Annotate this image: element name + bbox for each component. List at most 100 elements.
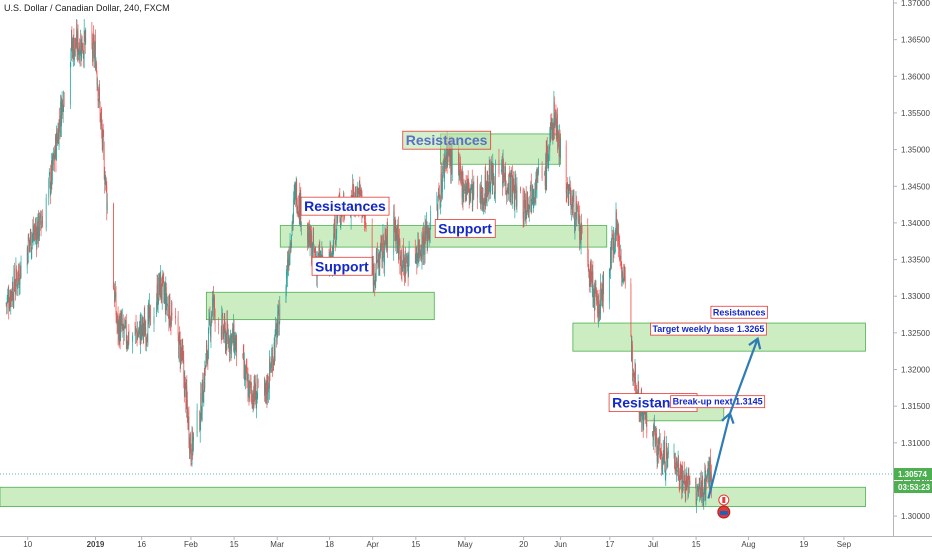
x-tick-label: 15: [692, 540, 701, 549]
candle: [265, 381, 267, 394]
candle: [665, 446, 667, 469]
candle: [83, 51, 85, 60]
candle: [572, 199, 574, 207]
candle: [60, 101, 61, 127]
candle: [12, 287, 14, 300]
candle: [534, 197, 535, 200]
candle: [683, 472, 685, 482]
candle: [425, 226, 426, 240]
x-tick-label: 19: [799, 540, 808, 549]
candle: [161, 275, 163, 300]
candle: [404, 263, 405, 277]
us-flag-mark: [719, 510, 728, 515]
x-tick-label: Jun: [554, 540, 567, 549]
candle: [136, 333, 138, 343]
candle: [565, 144, 567, 193]
candle: [286, 273, 288, 274]
candle: [264, 380, 265, 393]
candle: [182, 347, 184, 356]
candle: [158, 280, 160, 292]
candle: [250, 383, 252, 391]
candle: [681, 470, 683, 493]
candle: [371, 227, 373, 264]
candle: [8, 308, 10, 310]
candle: [20, 267, 21, 280]
candle: [126, 343, 128, 345]
candle: [592, 272, 593, 290]
candle: [268, 387, 269, 392]
candle: [488, 168, 490, 186]
candle: [205, 356, 207, 369]
candle: [508, 172, 510, 177]
candle: [27, 235, 29, 264]
candle: [204, 364, 206, 389]
candle: [465, 180, 466, 192]
candle: [184, 377, 186, 383]
candle: [630, 283, 632, 336]
candle: [114, 287, 115, 303]
candle: [164, 291, 166, 312]
candle: [602, 284, 604, 297]
candle: [619, 246, 620, 260]
candle: [268, 387, 270, 390]
candle: [615, 230, 616, 246]
candle: [245, 371, 246, 380]
candle: [705, 476, 707, 499]
candle: [538, 166, 539, 173]
candle: [710, 456, 711, 482]
candle: [39, 216, 40, 237]
candle: [156, 285, 158, 301]
candle: [275, 322, 277, 327]
candle: [93, 34, 94, 42]
candle: [30, 229, 32, 252]
y-tick-label: 1.36000: [901, 72, 930, 81]
candle: [576, 201, 577, 220]
candle: [11, 285, 13, 300]
candle: [80, 42, 82, 57]
candle: [620, 254, 622, 270]
candle: [567, 183, 569, 185]
candle: [204, 365, 206, 369]
candle: [166, 303, 168, 308]
candle: [115, 290, 116, 298]
candle: [387, 222, 388, 252]
candle: [698, 486, 699, 491]
x-tick-label: Jul: [648, 540, 658, 549]
candle: [659, 439, 660, 441]
candle: [312, 241, 313, 255]
candle: [613, 237, 615, 253]
candle: [380, 239, 382, 247]
candle: [643, 410, 645, 425]
candle: [699, 486, 701, 491]
candle: [445, 157, 446, 163]
x-tick-label: Feb: [184, 540, 198, 549]
candle: [45, 197, 47, 229]
candle: [503, 175, 505, 178]
candle: [162, 274, 164, 281]
candle: [531, 201, 533, 204]
candle: [322, 247, 323, 266]
candle: [579, 216, 580, 240]
candle: [184, 378, 186, 397]
candle: [279, 303, 281, 322]
candle: [212, 298, 213, 314]
candle: [98, 99, 99, 101]
candle: [231, 334, 233, 338]
annotation-box: [300, 196, 390, 216]
annotation-box: [650, 322, 767, 336]
candle: [380, 246, 381, 257]
candle: [199, 411, 201, 431]
candle: [610, 250, 612, 269]
candle: [527, 202, 529, 207]
candle: [106, 186, 108, 210]
candle: [102, 126, 104, 137]
candle: [331, 253, 332, 254]
candle: [526, 214, 528, 216]
candle: [523, 200, 525, 226]
candle: [373, 264, 375, 285]
candle: [568, 186, 570, 188]
candle: [680, 475, 682, 479]
candle: [143, 329, 145, 333]
